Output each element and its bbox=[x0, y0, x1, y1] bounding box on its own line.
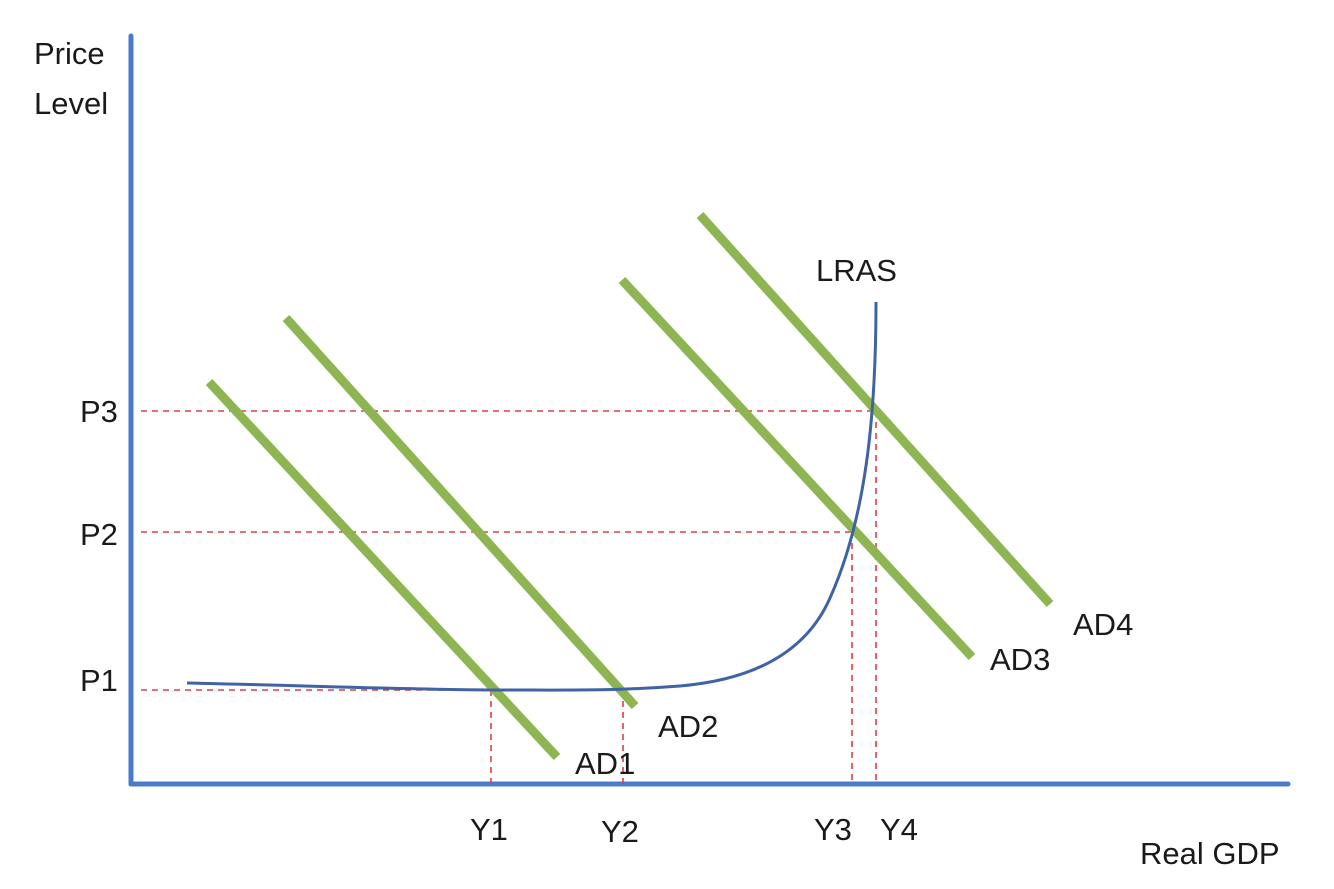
ad3-curve bbox=[618, 276, 976, 661]
guide-lines bbox=[141, 410, 877, 784]
y-axis-title-line-1: Price bbox=[34, 36, 105, 71]
y-tick-p3: P3 bbox=[80, 394, 118, 429]
y-axis-title-line-2: Level bbox=[34, 86, 108, 121]
ad2-curve bbox=[282, 314, 639, 710]
y-tick-p1: P1 bbox=[80, 663, 118, 698]
lras-curve bbox=[186, 301, 878, 692]
y-tick-p2: P2 bbox=[80, 517, 118, 552]
ad2-label: AD2 bbox=[658, 709, 718, 744]
ad1-label: AD1 bbox=[575, 746, 635, 781]
ad1-curve bbox=[205, 378, 561, 761]
ad3-label: AD3 bbox=[990, 642, 1050, 677]
x-tick-y1: Y1 bbox=[470, 812, 508, 847]
x-tick-y2: Y2 bbox=[601, 814, 639, 849]
ad4-curve bbox=[696, 211, 1054, 608]
x-tick-y4: Y4 bbox=[880, 812, 918, 847]
x-tick-y3: Y3 bbox=[814, 812, 852, 847]
lras-label: LRAS bbox=[816, 253, 897, 288]
ad4-label: AD4 bbox=[1073, 607, 1133, 642]
x-axis-title: Real GDP bbox=[1140, 836, 1280, 871]
demand-curves bbox=[205, 211, 1054, 761]
